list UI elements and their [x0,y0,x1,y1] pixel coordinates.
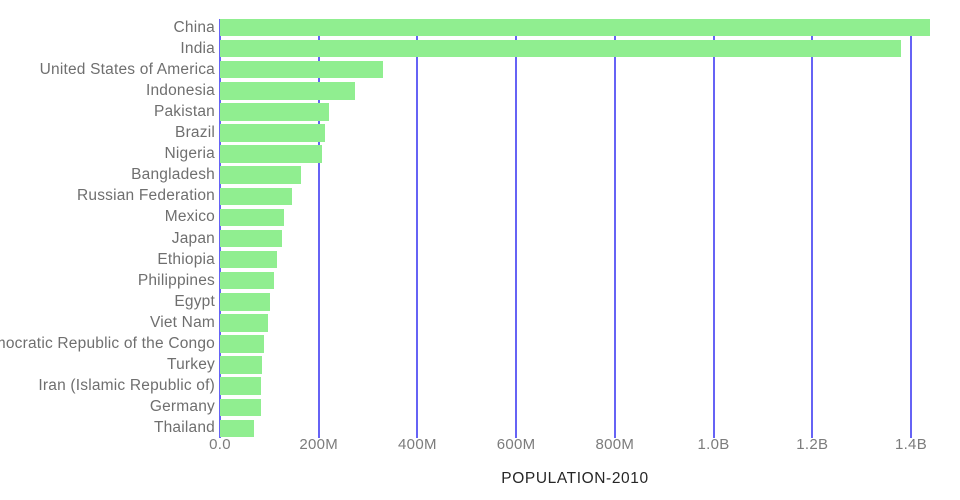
category-label-row: Egypt [0,292,215,312]
bar-turkey [220,356,262,374]
bar-pakistan [220,103,330,121]
category-label-row: China [0,18,215,38]
category-label: Turkey [167,356,215,374]
category-label: Brazil [175,124,215,141]
category-label-row: Viet Nam [0,313,215,333]
category-label: Thailand [153,419,215,437]
category-label-row: Bangladesh [0,165,215,185]
category-label: Bangladesh [131,166,215,184]
x-tick-label: 0.0 [209,436,231,453]
category-label-row: Indonesia [0,81,215,101]
category-label-row: Mexico [0,207,215,227]
x-tick-label: 1.2B [796,436,829,453]
bar-viet-nam [220,314,269,332]
gridline-1-2b [811,19,814,438]
bar-philippines [220,271,275,290]
category-label: Ethiopia [157,250,215,268]
category-label: India [180,39,215,57]
bar-ethiopia [220,250,277,269]
bar-indonesia [220,82,355,100]
bar-india [220,39,902,58]
category-label-row: Nigeria [0,144,215,164]
category-label-row: Thailand [0,418,215,438]
bar-brazil [220,124,325,142]
gridline-1-4b [909,19,912,438]
category-label: China [173,18,215,36]
category-label: United States of America [39,60,215,78]
bar-united-states-of-america [220,60,384,79]
gridline-400m [416,19,419,438]
category-label-row: Brazil [0,123,215,143]
category-label: Viet Nam [149,313,215,331]
category-label-row: Turkey [0,355,215,375]
bar-thailand [220,419,255,438]
category-label: Democratic Republic of the Congo [0,335,215,352]
x-tick-label: 1.4B [894,436,927,453]
gridline-0-0 [219,19,221,438]
category-label: Egypt [174,292,215,310]
x-tick-label: 800M [595,436,635,453]
category-label: Russian Federation [76,187,215,205]
bar-japan [220,229,283,248]
category-label-row: Ethiopia [0,250,215,270]
category-label: Pakistan [153,102,215,120]
bar-egypt [220,293,271,311]
category-label: Nigeria [164,145,215,163]
category-label-row: Russian Federation [0,186,215,206]
category-label-row: Pakistan [0,102,215,122]
category-label: Japan [171,229,215,247]
category-label-row: Philippines [0,271,215,291]
bar-mexico [220,208,284,227]
bar-germany [220,398,262,417]
bar-bangladesh [220,166,302,184]
gridline-200m [317,19,320,438]
category-label-row: India [0,39,215,59]
bar-russian-federation [220,187,292,206]
gridline-800m [613,19,616,438]
bar-iran-islamic-republic-of [220,377,262,395]
category-label: Mexico [164,208,215,226]
x-tick-label: 200M [299,436,339,453]
category-label: Philippines [137,271,215,289]
category-label: Indonesia [145,81,215,99]
bar-china [220,18,931,37]
category-label-row: Iran (Islamic Republic of) [0,376,215,396]
gridline-600m [515,19,518,438]
category-label-row: Japan [0,229,215,249]
category-label: Iran (Islamic Republic of) [38,377,215,395]
gridline-1-0b [712,19,715,438]
bar-nigeria [220,145,322,163]
category-label-row: Democratic Republic of the Congo [0,334,215,354]
bar-democratic-republic-of-the-congo [220,335,265,353]
x-axis-title: POPULATION-2010 [501,470,649,487]
x-tick-label: 1.0B [697,436,730,453]
category-label-row: United States of America [0,60,215,80]
x-tick-label: 600M [496,436,536,453]
category-label-row: Germany [0,397,215,417]
x-tick-label: 400M [398,436,437,453]
category-label: Germany [149,398,215,416]
